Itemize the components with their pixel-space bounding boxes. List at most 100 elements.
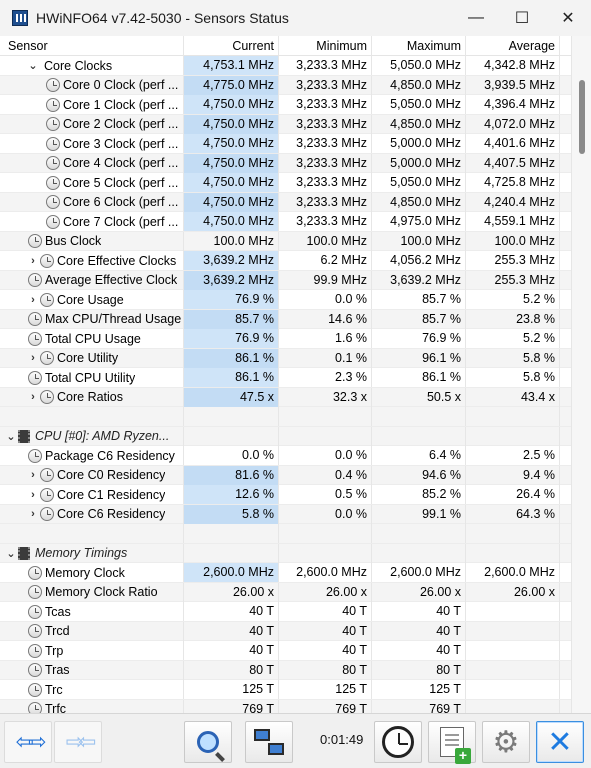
- chevron-right-icon[interactable]: ›: [31, 488, 35, 501]
- table-row[interactable]: Core 3 Clock (perf ... 4,750.0 MHz 3,233.3…: [0, 134, 571, 154]
- column-header-minimum[interactable]: Minimum: [279, 36, 372, 56]
- table-row[interactable]: Bus Clock 100.0 MHz 100.0 MHz 100.0 MHz 100.…: [0, 231, 571, 251]
- sensor-name-cell: Core 2 Clock (perf ...: [0, 114, 184, 134]
- sensor-name-cell: › Core Effective Clocks: [0, 251, 184, 270]
- maximum-value: 6.4 %: [372, 446, 466, 465]
- sensor-name-cell: Core 3 Clock (perf ...: [0, 134, 184, 153]
- column-header-maximum[interactable]: Maximum: [372, 36, 466, 56]
- sensor-name-cell: › Core C0 Residency: [0, 465, 184, 485]
- chevron-right-icon[interactable]: ›: [31, 391, 35, 403]
- table-row[interactable]: Core 1 Clock (perf ... 4,750.0 MHz 3,233.3…: [0, 95, 571, 115]
- clock-icon: [28, 682, 42, 697]
- average-value: [466, 602, 560, 621]
- table-row[interactable]: Memory Clock 2,600.0 MHz 2,600.0 MHz 2,600.…: [0, 563, 571, 583]
- sensor-label: CPU [#0]: AMD Ryzen...: [35, 429, 170, 443]
- table-row[interactable]: Trcd 40 T 40 T 40 T: [0, 621, 571, 641]
- sensor-label: Memory Timings: [35, 546, 128, 560]
- chevron-down-icon[interactable]: ⌄: [28, 60, 38, 72]
- minimize-button[interactable]: —: [468, 9, 484, 26]
- settings-button[interactable]: ⚙: [482, 721, 530, 763]
- table-row[interactable]: Trp 40 T 40 T 40 T: [0, 641, 571, 661]
- sensor-name-cell: Core 0 Clock (perf ...: [0, 75, 184, 95]
- table-row[interactable]: Core 0 Clock (perf ... 4,775.0 MHz 3,233.3…: [0, 75, 571, 95]
- chevron-right-icon[interactable]: ›: [31, 254, 35, 267]
- timer-reset-button[interactable]: [374, 721, 422, 763]
- table-row[interactable]: Average Effective Clock 3,639.2 MHz 99.9 M…: [0, 270, 571, 290]
- minimum-value: 40 T: [279, 621, 372, 641]
- sensor-label: Core 0 Clock (perf ...: [63, 78, 179, 92]
- minimum-value: 3,233.3 MHz: [279, 192, 372, 212]
- minimum-value: 0.4 %: [279, 465, 372, 485]
- table-row[interactable]: › Core C1 Residency 12.6 % 0.5 % 85.2 % 26.4 …: [0, 485, 571, 505]
- sensor-name-cell: Total CPU Utility: [0, 368, 184, 387]
- chevron-right-icon[interactable]: ›: [31, 352, 35, 364]
- sensor-label: Core C6 Residency: [57, 507, 166, 521]
- column-header-current[interactable]: Current: [184, 36, 279, 56]
- table-row[interactable]: › Core Utility 86.1 % 0.1 % 96.1 % 5.8 %: [0, 348, 571, 368]
- table-row[interactable]: › Core Ratios 47.5 x 32.3 x 50.5 x 43.4 x: [0, 387, 571, 407]
- table-row[interactable]: › Core Usage 76.9 % 0.0 % 85.7 % 5.2 %: [0, 290, 571, 310]
- sensor-label: Trc: [45, 682, 63, 697]
- current-value: 85.7 %: [184, 309, 279, 329]
- minimum-value: 3,233.3 MHz: [279, 134, 372, 153]
- minimum-value: [279, 543, 372, 563]
- maximum-value: 99.1 %: [372, 504, 466, 524]
- table-row[interactable]: Trc 125 T 125 T 125 T: [0, 680, 571, 700]
- spacer-row: [0, 407, 571, 427]
- sensor-search-button[interactable]: [184, 721, 232, 763]
- table-row[interactable]: Core 2 Clock (perf ... 4,750.0 MHz 3,233.3…: [0, 114, 571, 134]
- current-value: 4,750.0 MHz: [184, 173, 279, 192]
- clock-icon: [46, 175, 60, 190]
- sensor-label: Core Utility: [57, 351, 119, 365]
- expand-collapse-left-button[interactable]: ⇦⇨: [4, 721, 52, 763]
- clock-icon: [28, 643, 42, 658]
- average-value: [466, 699, 560, 713]
- sensor-group-row[interactable]: ⌄ CPU [#0]: AMD Ryzen...: [0, 426, 571, 446]
- clock-icon: [40, 292, 54, 307]
- column-header-sensor[interactable]: Sensor: [0, 36, 184, 56]
- chevron-right-icon[interactable]: ›: [31, 508, 35, 520]
- table-row[interactable]: Total CPU Usage 76.9 % 1.6 % 76.9 % 5.2 %: [0, 329, 571, 349]
- network-button[interactable]: [245, 721, 293, 763]
- expand-collapse-right-button[interactable]: ⇨⇦: [54, 721, 102, 763]
- close-sensors-button[interactable]: ✕: [536, 721, 584, 763]
- clock-icon: [28, 565, 42, 580]
- table-row[interactable]: › Core C0 Residency 81.6 % 0.4 % 94.6 % 9.4 %: [0, 465, 571, 485]
- maximum-value: [372, 543, 466, 563]
- minimum-value: 125 T: [279, 680, 372, 699]
- current-value: 40 T: [184, 641, 279, 660]
- chevron-down-icon[interactable]: ⌄: [6, 547, 16, 560]
- table-row[interactable]: Core 7 Clock (perf ... 4,750.0 MHz 3,233.3…: [0, 212, 571, 232]
- average-value: 100.0 MHz: [466, 231, 560, 251]
- vertical-scrollbar[interactable]: [571, 36, 591, 713]
- sensor-group-row[interactable]: ⌄ Memory Timings: [0, 543, 571, 563]
- column-header-average[interactable]: Average: [466, 36, 560, 56]
- close-window-button[interactable]: ✕: [561, 10, 575, 27]
- table-row[interactable]: Tras 80 T 80 T 80 T: [0, 660, 571, 680]
- sensor-name-cell: ⌄ Memory Timings: [0, 543, 184, 563]
- maximize-button[interactable]: ☐: [514, 10, 530, 27]
- chevron-right-icon[interactable]: ›: [31, 293, 35, 306]
- table-row[interactable]: Core 5 Clock (perf ... 4,750.0 MHz 3,233.3…: [0, 173, 571, 193]
- table-row[interactable]: Tcas 40 T 40 T 40 T: [0, 602, 571, 622]
- clock-icon: [46, 136, 60, 151]
- scrollbar-thumb[interactable]: [579, 80, 585, 154]
- chevron-down-icon[interactable]: ⌄: [6, 430, 16, 443]
- current-value: 81.6 %: [184, 465, 279, 485]
- logging-button[interactable]: [428, 721, 476, 764]
- empty-cell: [372, 407, 466, 426]
- table-row[interactable]: Total CPU Utility 86.1 % 2.3 % 86.1 % 5.8 %: [0, 368, 571, 388]
- table-row[interactable]: › Core C6 Residency 5.8 % 0.0 % 99.1 % 64.3 %: [0, 504, 571, 524]
- table-row[interactable]: ⌄ Core Clocks 4,753.1 MHz 3,233.3 MHz 5,050.…: [0, 56, 571, 76]
- sensor-name-cell: › Core C6 Residency: [0, 504, 184, 524]
- table-row[interactable]: Package C6 Residency 0.0 % 0.0 % 6.4 % 2.5 %: [0, 446, 571, 466]
- chevron-right-icon[interactable]: ›: [31, 469, 35, 481]
- network-icon: [254, 729, 284, 755]
- table-row[interactable]: › Core Effective Clocks 3,639.2 MHz 6.2 MHz…: [0, 251, 571, 271]
- table-row[interactable]: Trfc 769 T 769 T 769 T: [0, 699, 571, 713]
- table-row[interactable]: Max CPU/Thread Usage 85.7 % 14.6 % 85.7 % 23…: [0, 309, 571, 329]
- table-row[interactable]: Core 4 Clock (perf ... 4,750.0 MHz 3,233.3…: [0, 153, 571, 173]
- table-row[interactable]: Core 6 Clock (perf ... 4,750.0 MHz 3,233.3…: [0, 192, 571, 212]
- current-value: 100.0 MHz: [184, 231, 279, 251]
